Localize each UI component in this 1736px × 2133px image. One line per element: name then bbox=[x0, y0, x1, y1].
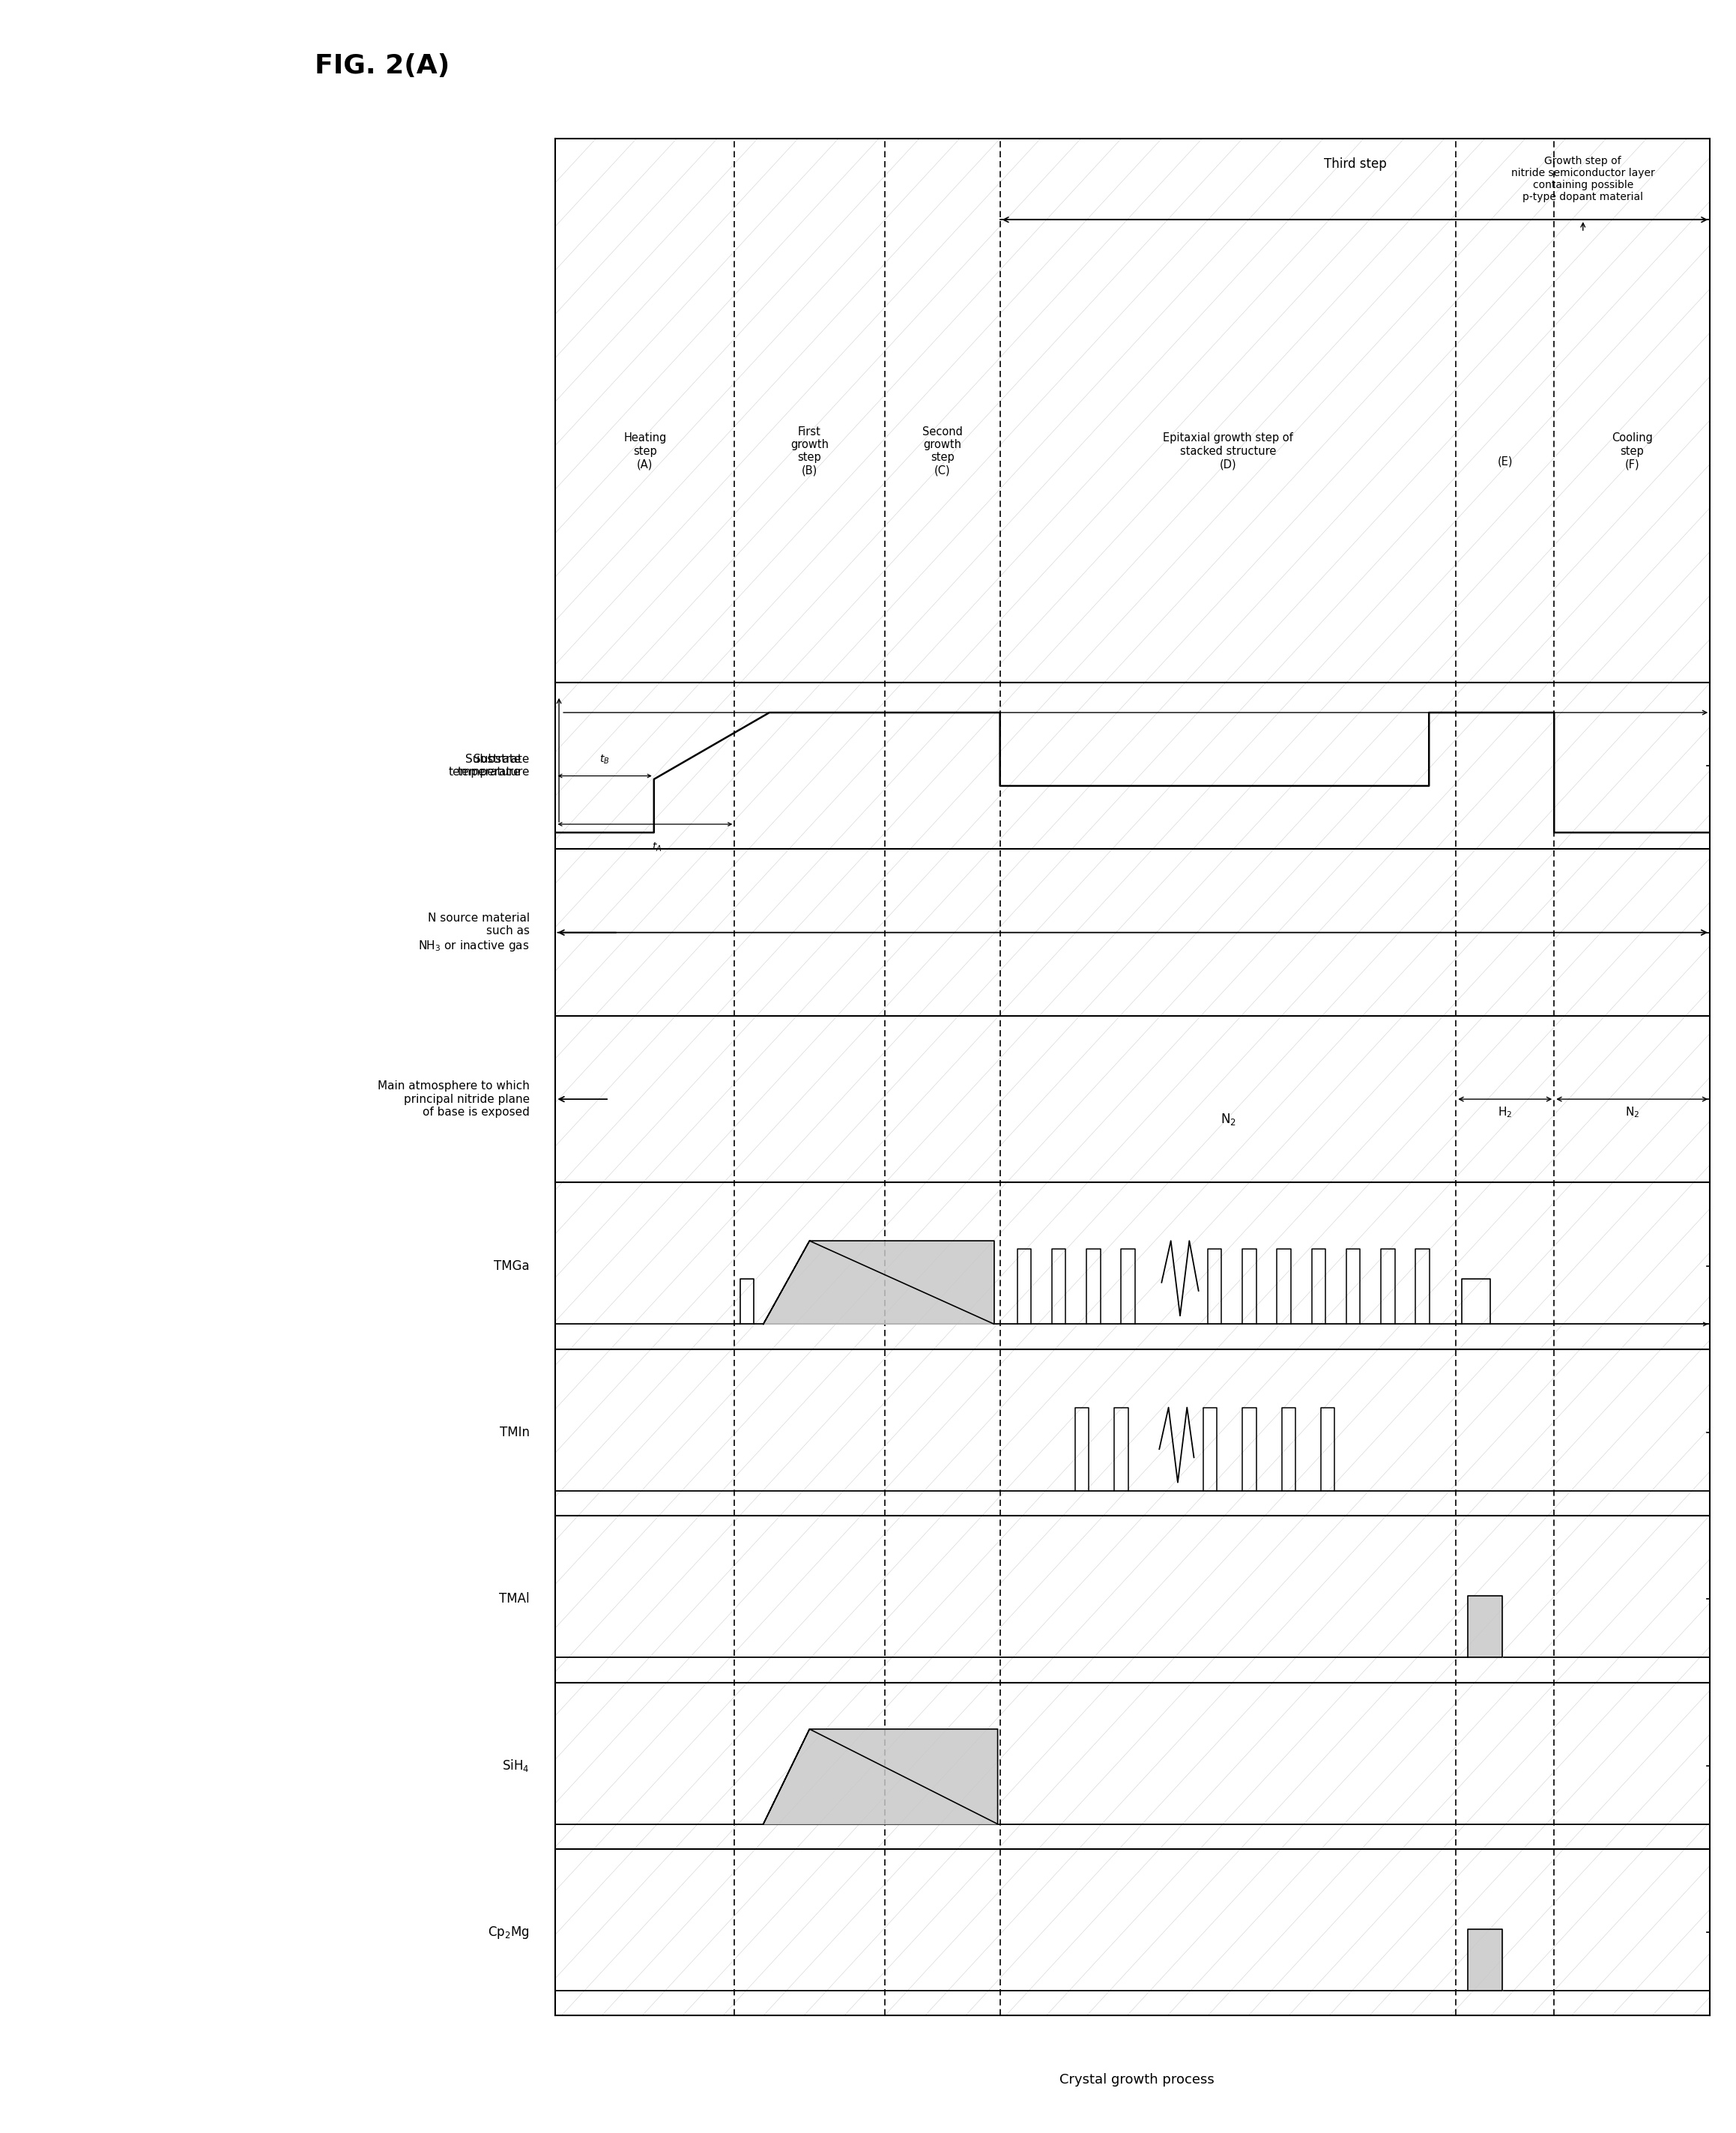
Text: FIG. 2(A): FIG. 2(A) bbox=[314, 53, 450, 79]
Polygon shape bbox=[1467, 1595, 1502, 1657]
Polygon shape bbox=[764, 1241, 995, 1325]
Text: H$_2$: H$_2$ bbox=[1498, 1105, 1512, 1120]
Text: TMAl: TMAl bbox=[498, 1593, 529, 1606]
Text: Substrate
temperature: Substrate temperature bbox=[448, 753, 521, 779]
Text: TMIn: TMIn bbox=[500, 1425, 529, 1440]
Text: Cp$_2$Mg: Cp$_2$Mg bbox=[488, 1924, 529, 1941]
Text: Epitaxial growth step of
stacked structure
(D): Epitaxial growth step of stacked structu… bbox=[1163, 433, 1293, 469]
Text: Crystal growth process: Crystal growth process bbox=[1059, 2073, 1215, 2086]
Polygon shape bbox=[764, 1730, 998, 1824]
Text: $t_B$: $t_B$ bbox=[599, 753, 609, 766]
Text: Growth step of
nitride semiconductor layer
containing possible
p-type dopant mat: Growth step of nitride semiconductor lay… bbox=[1510, 156, 1654, 203]
Text: SiH$_4$: SiH$_4$ bbox=[502, 1758, 529, 1775]
Text: N source material
such as
NH$_3$ or inactive gas: N source material such as NH$_3$ or inac… bbox=[418, 913, 529, 953]
Text: Substrate
temperature: Substrate temperature bbox=[457, 753, 529, 779]
Text: First
growth
step
(B): First growth step (B) bbox=[790, 427, 828, 476]
Text: Third step: Third step bbox=[1323, 158, 1387, 171]
Text: (E): (E) bbox=[1498, 456, 1512, 467]
Text: N$_2$: N$_2$ bbox=[1625, 1105, 1639, 1120]
Text: TMGa: TMGa bbox=[493, 1258, 529, 1273]
Text: Cooling
step
(F): Cooling step (F) bbox=[1611, 433, 1653, 469]
Text: Second
growth
step
(C): Second growth step (C) bbox=[922, 427, 962, 476]
Text: Heating
step
(A): Heating step (A) bbox=[623, 433, 667, 469]
Text: $t_A$: $t_A$ bbox=[651, 840, 661, 853]
Polygon shape bbox=[1467, 1928, 1502, 1990]
Text: N$_2$: N$_2$ bbox=[1220, 1111, 1236, 1126]
Text: Main atmosphere to which
principal nitride plane
of base is exposed: Main atmosphere to which principal nitri… bbox=[377, 1081, 529, 1118]
